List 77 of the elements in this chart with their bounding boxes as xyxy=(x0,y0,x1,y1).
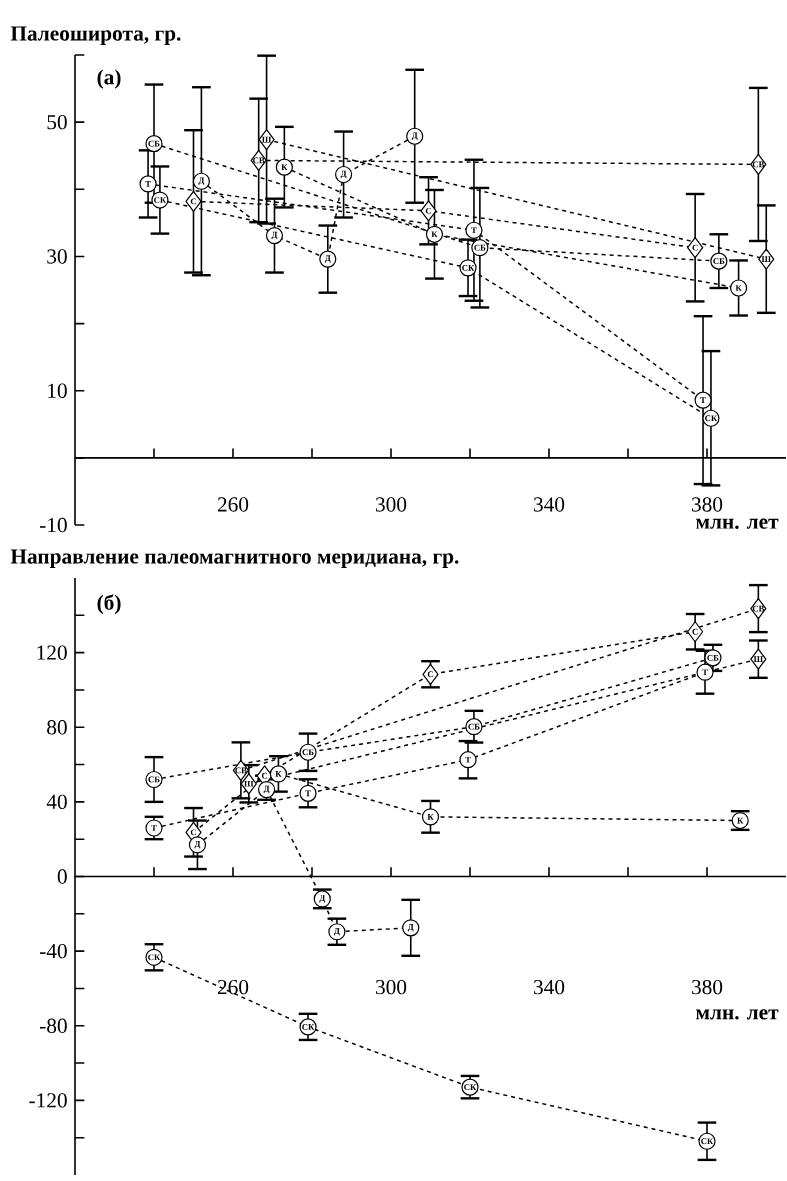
series-label: СБ xyxy=(468,723,480,730)
text: Д xyxy=(263,785,270,794)
x-tick-label: 380 xyxy=(692,497,723,512)
y-tick-label: 0 xyxy=(57,869,67,884)
y-tick-label: 40 xyxy=(46,794,67,810)
annotation: (б) xyxy=(97,594,121,615)
text: С xyxy=(190,198,196,205)
y-tick-label: 50 xyxy=(47,114,67,130)
text: Д xyxy=(319,895,326,903)
series-label: Т xyxy=(145,181,151,187)
y-tick-label: 80 xyxy=(47,720,67,735)
text: Т xyxy=(465,756,471,763)
series-label: Т xyxy=(305,790,311,797)
y-tick-label: 120 xyxy=(37,645,67,660)
text: СК xyxy=(302,1023,315,1030)
text: Д xyxy=(333,927,340,936)
annotation: (а) xyxy=(97,69,121,89)
series-label: СВ xyxy=(235,767,247,774)
text: СВ xyxy=(752,161,765,168)
series-label: Ш xyxy=(761,256,771,262)
text: С xyxy=(261,772,268,779)
series-label: СБ xyxy=(713,258,725,265)
text: СБ xyxy=(148,140,160,147)
text: Д xyxy=(194,841,201,849)
y-tick-label: -80 xyxy=(39,1018,67,1033)
text: Ш xyxy=(753,656,763,662)
text: СБ xyxy=(474,244,486,251)
series-label: К xyxy=(427,813,434,820)
y-tick-label: 10 xyxy=(48,383,67,398)
series-label: С xyxy=(692,628,698,635)
x-tick-label: 380 xyxy=(692,979,723,995)
x-tick-label: 260 xyxy=(217,979,249,995)
text: Д xyxy=(340,170,347,179)
y-tick-label: 30 xyxy=(47,249,67,264)
text: Т xyxy=(700,397,706,403)
text: СК xyxy=(705,415,718,422)
text: СВ xyxy=(752,605,765,612)
series-label: СК xyxy=(464,1084,477,1091)
series-label: Д xyxy=(407,924,414,932)
text: К xyxy=(275,771,282,777)
text: СК xyxy=(148,954,161,961)
text: СК xyxy=(701,1138,714,1145)
y-tick-label: -10 xyxy=(39,517,67,533)
text: Т xyxy=(471,227,477,234)
text: Д xyxy=(271,231,278,240)
text: С xyxy=(190,829,196,836)
x-tick-label: 260 xyxy=(217,497,249,512)
x-tick-label: 340 xyxy=(534,497,565,512)
series-label: К xyxy=(431,231,438,238)
text: С xyxy=(692,244,698,251)
series-label: С xyxy=(425,207,431,214)
series-label: СК xyxy=(154,197,167,203)
series-label: СВ xyxy=(253,157,265,164)
series-label: Д xyxy=(324,255,331,263)
y-tick-label: -40 xyxy=(39,943,67,959)
text: К xyxy=(281,164,288,170)
text: Т xyxy=(151,825,157,831)
text: К xyxy=(735,285,742,291)
x-axis-title: млн. лет xyxy=(696,1009,779,1020)
text: Ш xyxy=(261,136,272,143)
y-axis-title: Палеоширота, гр. xyxy=(10,26,181,45)
text: СБ xyxy=(302,749,314,756)
series-label: Ш xyxy=(244,780,254,787)
x-tick-label: 300 xyxy=(376,979,407,995)
x-tick-label: 340 xyxy=(534,979,565,995)
x-tick-label: 300 xyxy=(376,497,407,512)
y-axis-title: Направление палеомагнитного меридиана, гр. xyxy=(10,549,459,568)
text: СК xyxy=(462,264,475,271)
text: Д xyxy=(411,132,418,140)
text: С xyxy=(427,671,433,678)
text: Т xyxy=(702,669,708,676)
text: СБ xyxy=(148,776,160,783)
x-axis-title: млн. лет xyxy=(696,518,779,529)
text: Д xyxy=(198,177,205,185)
y-tick-label: -120 xyxy=(29,1093,67,1108)
text: СБ xyxy=(707,654,719,661)
text: К xyxy=(737,817,744,824)
